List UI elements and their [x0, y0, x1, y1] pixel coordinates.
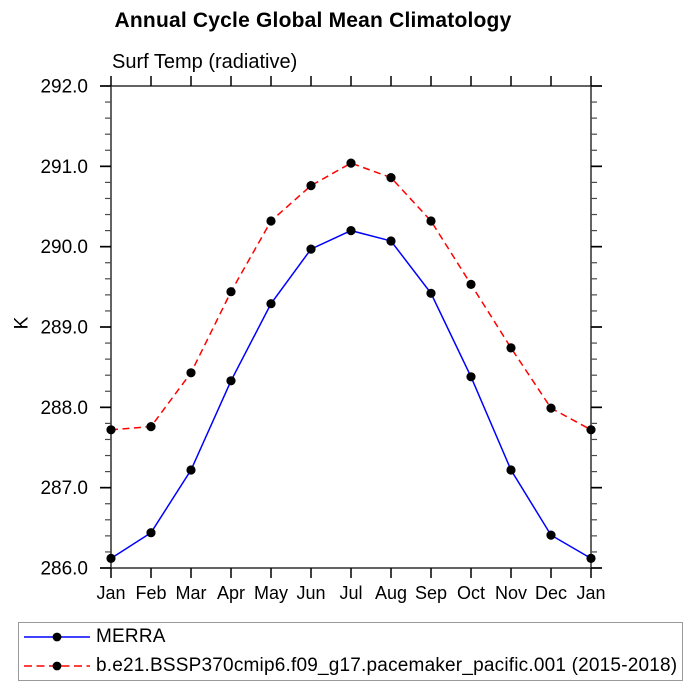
x-tick-label: Jan	[576, 583, 605, 603]
series-1-marker	[226, 287, 236, 297]
legend-line-sample-solid	[24, 632, 90, 642]
x-tick-label: Oct	[457, 583, 485, 603]
x-tick-label: Dec	[535, 583, 567, 603]
x-tick-label: Mar	[176, 583, 207, 603]
series-1-marker	[546, 403, 556, 413]
x-tick-label: Jul	[339, 583, 362, 603]
series-0-marker	[306, 244, 316, 254]
series-0-marker	[146, 528, 156, 538]
x-tick-label: Jan	[96, 583, 125, 603]
series-0-marker	[546, 530, 556, 540]
y-tick-label: 286.0	[40, 559, 88, 580]
x-tick-label: May	[254, 583, 288, 603]
chart-subtitle: Surf Temp (radiative)	[112, 51, 298, 73]
series-0-marker	[266, 299, 276, 309]
series-1-marker	[466, 279, 476, 289]
series-1-marker	[426, 216, 436, 226]
series-1-marker	[186, 368, 196, 378]
y-tick-label: 292.0	[40, 77, 88, 98]
legend-label-merra: MERRA	[96, 626, 166, 647]
x-tick-label: Apr	[217, 583, 245, 603]
chart-title: Annual Cycle Global Mean Climatology	[114, 9, 512, 32]
legend-label-model: b.e21.BSSP370cmip6.f09_g17.pacemaker_pac…	[96, 655, 678, 676]
y-tick-label: 289.0	[40, 318, 88, 339]
series-1-marker	[346, 158, 356, 168]
y-tick-label: 290.0	[40, 237, 88, 258]
series-0-marker	[426, 288, 436, 298]
series-1-marker	[146, 422, 156, 432]
legend-row-model: b.e21.BSSP370cmip6.f09_g17.pacemaker_pac…	[23, 653, 682, 679]
x-tick-label: Feb	[135, 583, 166, 603]
x-tick-label: Jun	[296, 583, 325, 603]
series-1-marker	[586, 425, 596, 435]
series-line-0	[110, 229, 592, 560]
x-tick-label: Nov	[495, 583, 527, 603]
series-0-marker	[226, 376, 236, 386]
series-0-marker	[586, 553, 596, 564]
series-1-marker	[266, 216, 276, 226]
legend-line-sample-dashed	[24, 661, 90, 671]
x-tick-label: Aug	[375, 583, 407, 603]
series-1-marker	[506, 343, 516, 353]
legend-row-merra: MERRA	[23, 624, 682, 650]
y-tick-label: 287.0	[40, 478, 88, 499]
plot-frame	[110, 85, 592, 569]
y-tick-label: 288.0	[40, 398, 88, 419]
y-tick-label: 291.0	[40, 157, 88, 178]
series-0-marker	[386, 236, 396, 246]
series-1-marker	[106, 425, 116, 435]
series-0-marker	[346, 226, 356, 236]
series-1-marker	[386, 173, 396, 183]
series-0-marker	[106, 553, 116, 564]
series-0-marker	[506, 465, 516, 475]
series-1-marker	[306, 181, 316, 191]
series-0-marker	[466, 372, 476, 382]
x-tick-label: Sep	[415, 583, 447, 603]
legend: MERRA b.e21.BSSP370cmip6.f09_g17.pacemak…	[18, 622, 683, 681]
series-line-1	[110, 162, 592, 431]
series-0-marker	[186, 465, 196, 475]
